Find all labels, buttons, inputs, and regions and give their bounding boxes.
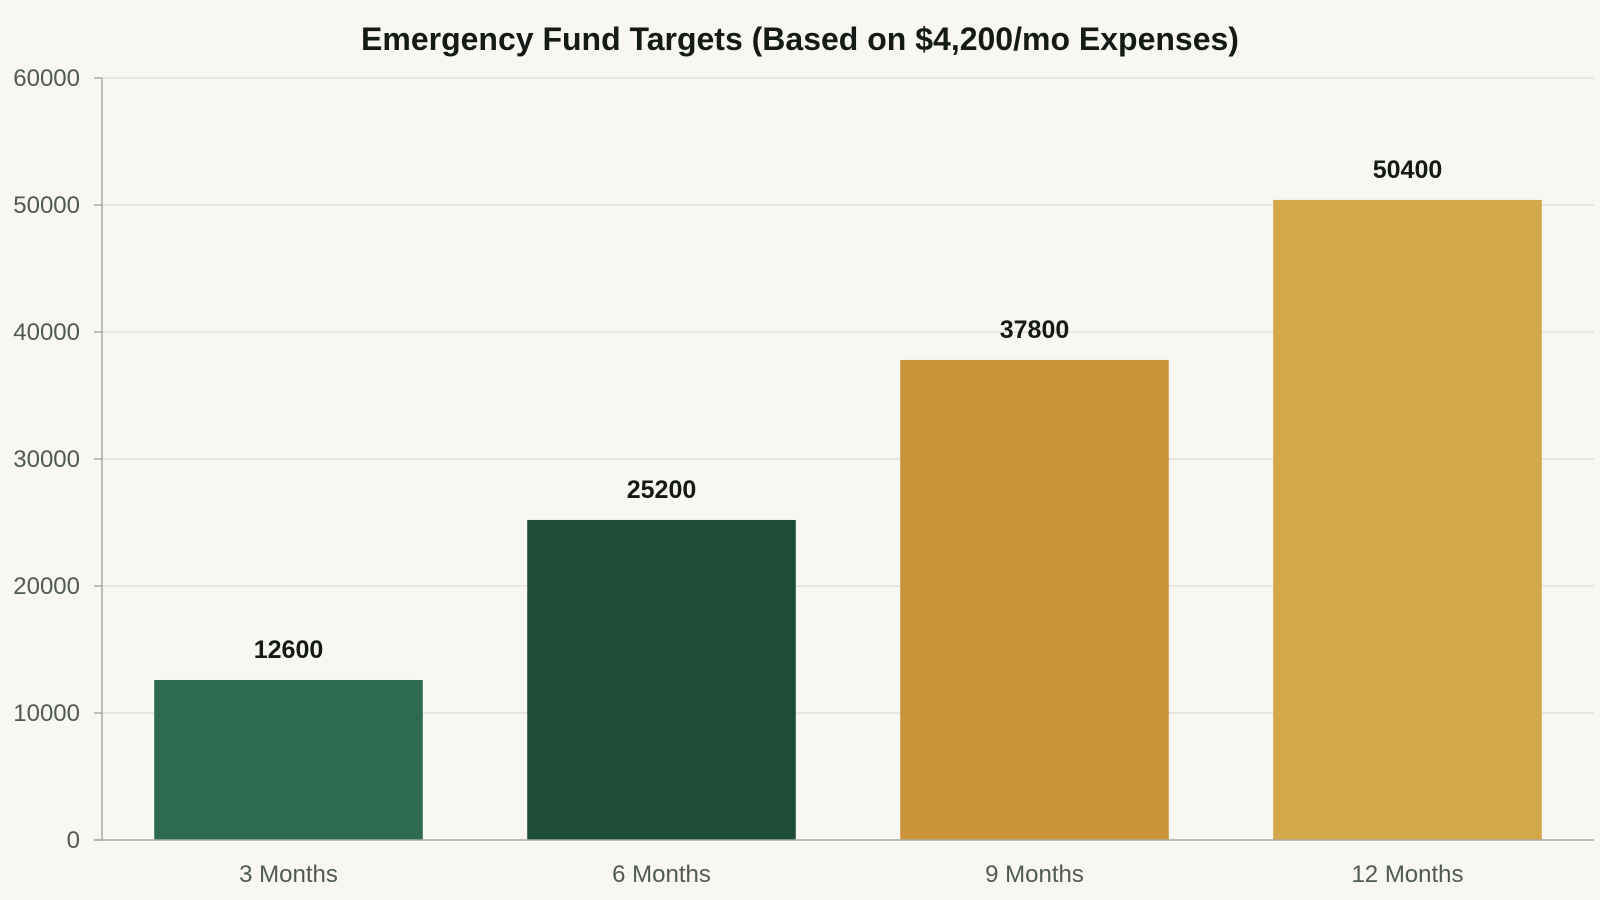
y-axis-ticks: 0 10000 20000 30000 40000 50000 60000 bbox=[13, 65, 102, 854]
bar bbox=[527, 519, 796, 840]
y-tick-label: 20000 bbox=[13, 573, 80, 600]
y-tick-label: 0 bbox=[67, 827, 80, 854]
x-axis-ticks: 3 Months 6 Months 9 Months 12 Months bbox=[239, 861, 1463, 888]
bar bbox=[900, 359, 1169, 840]
y-tick-label: 60000 bbox=[13, 65, 80, 92]
bar bbox=[154, 679, 423, 840]
value-label: 12600 bbox=[254, 636, 324, 664]
y-tick-label: 40000 bbox=[13, 319, 80, 346]
value-label: 50400 bbox=[1373, 156, 1443, 184]
x-tick-label: 12 Months bbox=[1351, 861, 1463, 888]
x-tick-label: 3 Months bbox=[239, 861, 338, 888]
y-tick-label: 30000 bbox=[13, 446, 80, 473]
bars bbox=[154, 199, 1542, 841]
y-tick-label: 50000 bbox=[13, 192, 80, 219]
chart-title: Emergency Fund Targets (Based on $4,200/… bbox=[361, 21, 1239, 57]
value-labels: 12600 25200 37800 50400 bbox=[254, 156, 1443, 664]
value-label: 37800 bbox=[1000, 316, 1070, 344]
x-tick-label: 6 Months bbox=[612, 861, 711, 888]
value-label: 25200 bbox=[627, 476, 697, 504]
x-tick-label: 9 Months bbox=[985, 861, 1084, 888]
bar bbox=[1273, 199, 1542, 841]
y-tick-label: 10000 bbox=[13, 700, 80, 727]
